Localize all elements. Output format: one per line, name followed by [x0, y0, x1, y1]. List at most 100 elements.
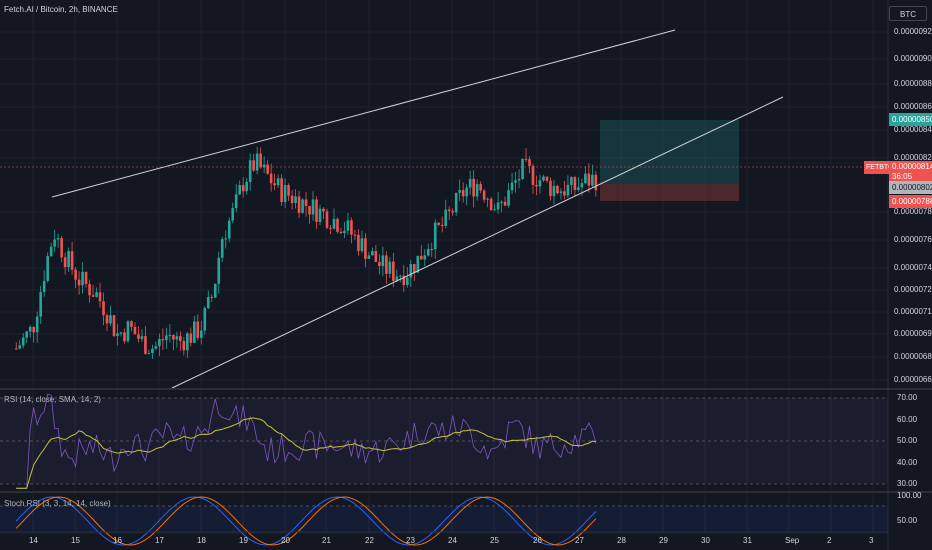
candle-body — [496, 202, 500, 210]
upper-trendline[interactable] — [51, 29, 676, 198]
candle-body — [168, 335, 172, 337]
candle-body — [56, 238, 60, 240]
candle-body — [42, 280, 46, 292]
candle-body — [514, 180, 517, 183]
candle-body — [158, 339, 161, 347]
candle-body — [521, 158, 524, 179]
candle-body — [535, 184, 538, 187]
time-tick-label: 14 — [29, 536, 38, 545]
candle-body — [301, 199, 304, 213]
candle-body — [172, 335, 175, 340]
candle-body — [119, 332, 123, 334]
candle-body — [594, 174, 598, 191]
stop-price-badge: 0.00000788 — [889, 195, 932, 208]
time-tick-label: 23 — [406, 536, 415, 545]
candle-body — [116, 333, 119, 336]
candle-body — [60, 238, 63, 258]
candle-body — [269, 173, 273, 184]
candle-body — [18, 345, 22, 349]
candle-body — [248, 160, 252, 182]
candle-body — [137, 334, 140, 339]
candle-body — [67, 251, 70, 268]
candle-body — [388, 261, 392, 274]
candle-body — [563, 191, 566, 196]
candle-body — [84, 271, 88, 284]
candle-body — [486, 198, 489, 200]
candle-body — [360, 238, 364, 252]
rsi-label[interactable]: RSI (14, close, SMA, 14, 2) — [4, 395, 101, 404]
long-position-tool[interactable] — [600, 120, 739, 201]
candle-body — [392, 261, 395, 281]
candle-body — [238, 184, 242, 195]
candle-body — [245, 181, 248, 192]
candle-body — [77, 279, 81, 286]
candle-body — [105, 315, 109, 324]
candle-body — [364, 238, 367, 259]
time-tick-label: 24 — [448, 536, 457, 545]
candle-body — [426, 249, 430, 256]
candle-body — [220, 239, 224, 258]
time-tick-label: 29 — [659, 536, 668, 545]
rsi-tick-label: 50.00 — [897, 436, 918, 445]
time-tick-label: 31 — [743, 536, 752, 545]
stoch-tick-label: 50.00 — [897, 516, 918, 525]
price-tick-label: 0.00000681 — [894, 352, 932, 361]
candle-body — [102, 301, 105, 316]
grid-lines — [0, 0, 888, 532]
candle-body — [189, 333, 193, 343]
candlestick-series — [14, 146, 598, 360]
candle-body — [419, 255, 423, 260]
candle-body — [186, 333, 189, 351]
candle-body — [273, 183, 276, 186]
time-tick-label: 19 — [239, 536, 248, 545]
candle-body — [35, 316, 39, 333]
candle-body — [517, 178, 521, 181]
candle-body — [227, 220, 231, 239]
candle-body — [409, 264, 413, 278]
candle-body — [458, 190, 461, 193]
time-tick-label: 22 — [365, 536, 374, 545]
candle-body — [63, 257, 67, 268]
candle-body — [175, 336, 179, 340]
currency-button[interactable]: BTC — [889, 6, 927, 21]
current-price-badge: 0.00000814 36:05 — [889, 161, 932, 181]
entry-price-badge: 0.00000802 — [889, 181, 932, 194]
candle-body — [524, 158, 528, 160]
candle-body — [482, 190, 486, 200]
candle-body — [252, 160, 255, 171]
candle-body — [308, 205, 311, 215]
candle-body — [350, 220, 353, 235]
candle-body — [587, 173, 591, 186]
candle-body — [475, 184, 479, 197]
candle-body — [385, 255, 388, 274]
rsi-tick-label: 40.00 — [897, 458, 918, 467]
candle-body — [374, 251, 378, 262]
stoch-rsi-label[interactable]: Stoch RSI (3, 3, 14, 14, close) — [4, 499, 111, 508]
time-tick-label: 16 — [113, 536, 122, 545]
time-tick-label: 18 — [197, 536, 206, 545]
chart-title: Fetch.AI / Bitcoin, 2h, BINANCE — [4, 5, 118, 14]
lower-trendline[interactable] — [171, 96, 784, 389]
price-tick-label: 0.00000667 — [894, 375, 932, 384]
candle-body — [538, 180, 542, 187]
candle-body — [262, 164, 266, 168]
candle-body — [573, 177, 577, 190]
current-price-value: 0.00000814 — [892, 162, 932, 171]
candle-body — [276, 178, 280, 186]
candle-body — [53, 239, 56, 247]
candle-body — [14, 348, 18, 350]
candle-body — [161, 339, 165, 341]
candle-body — [25, 331, 29, 338]
rsi-ma-line — [16, 417, 596, 489]
candle-body — [280, 178, 283, 203]
stop-loss-zone[interactable] — [600, 184, 739, 201]
bar-countdown: 36:05 — [892, 172, 913, 181]
candle-body — [591, 174, 594, 186]
candle-body — [318, 208, 322, 222]
candle-body — [70, 251, 74, 270]
candle-body — [46, 256, 49, 281]
target-price-badge: 0.00000850 — [889, 113, 932, 126]
